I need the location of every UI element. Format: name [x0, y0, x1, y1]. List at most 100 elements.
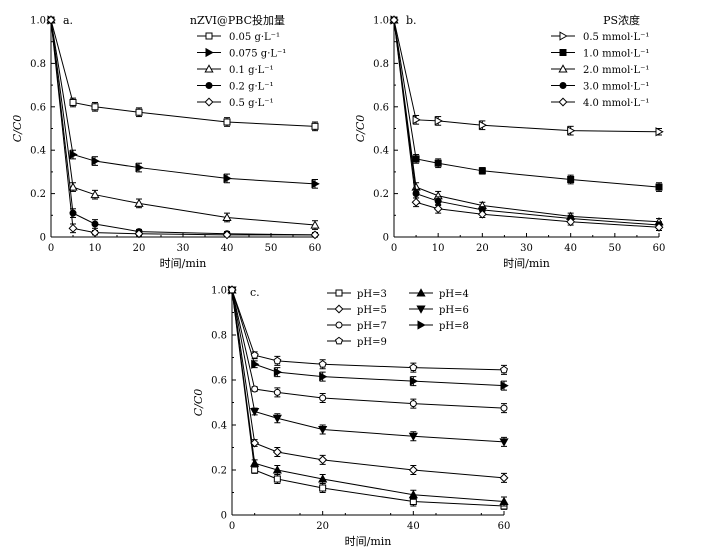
series-line — [393, 19, 660, 223]
y-tick-label: 1.0 — [30, 16, 46, 27]
x-tick-label: 10 — [432, 243, 445, 254]
legend-label: 4.0 mmol·L⁻¹ — [583, 98, 649, 109]
x-tick-label: 20 — [316, 521, 329, 532]
data-point — [135, 108, 143, 116]
legend-label: 0.5 g·L⁻¹ — [229, 98, 274, 109]
legend-entry: pH=9 — [327, 336, 387, 348]
legend-label: pH=4 — [439, 289, 469, 300]
legend-label: 0.2 g·L⁻¹ — [229, 82, 274, 93]
x-tick-label: 60 — [498, 521, 511, 532]
data-point — [319, 484, 327, 492]
data-point — [272, 465, 282, 474]
y-tick-label: 0.6 — [211, 376, 227, 387]
legend-entry: 0.2 g·L⁻¹ — [197, 82, 274, 93]
data-point — [69, 98, 77, 106]
data-point — [318, 455, 328, 465]
data-point — [655, 127, 664, 137]
x-tick-label: 60 — [653, 243, 666, 254]
y-tick-label: 0.8 — [30, 59, 46, 70]
panel-label: b. — [406, 14, 417, 27]
data-point — [412, 190, 420, 198]
data-point — [227, 285, 237, 294]
data-point — [409, 363, 418, 372]
x-tick-label: 20 — [476, 243, 489, 254]
data-point — [272, 414, 282, 424]
data-point — [250, 438, 260, 448]
legend-marker — [335, 321, 343, 329]
data-point — [499, 365, 509, 374]
data-point — [310, 220, 320, 229]
data-point — [251, 359, 260, 369]
data-point — [46, 15, 56, 25]
x-tick-label: 0 — [229, 521, 235, 532]
legend-marker — [559, 49, 567, 56]
data-point — [412, 115, 421, 125]
legend-marker — [335, 289, 343, 297]
data-point — [223, 173, 232, 184]
y-tick-label: 0.4 — [373, 146, 389, 157]
data-point — [223, 118, 231, 126]
x-tick-label: 30 — [177, 243, 190, 254]
data-point — [134, 229, 144, 239]
y-tick-label: 0.8 — [373, 59, 389, 70]
x-axis-label: 时间/min — [160, 257, 207, 270]
legend-entry: pH=5 — [327, 304, 387, 316]
x-tick-label: 10 — [89, 243, 102, 254]
series-5 — [46, 15, 320, 240]
data-point — [433, 204, 443, 214]
x-tick-label: 20 — [133, 243, 146, 254]
legend-marker — [558, 97, 568, 107]
legend-label: 3.0 mmol·L⁻¹ — [583, 82, 649, 93]
series-line — [393, 19, 660, 188]
series-line — [231, 289, 505, 502]
x-tick-label: 30 — [520, 243, 533, 254]
data-point — [68, 223, 78, 233]
series-2 — [227, 285, 509, 507]
data-point — [477, 209, 487, 219]
series-7 — [227, 285, 509, 375]
series-line — [50, 19, 316, 226]
data-point — [250, 351, 259, 359]
series-1 — [390, 15, 664, 137]
y-tick-label: 0.6 — [373, 102, 389, 113]
legend-marker — [204, 97, 214, 107]
legend-entry: 0.5 mmol·L⁻¹ — [551, 31, 649, 43]
legend-entry: 2.0 mmol·L⁻¹ — [551, 64, 649, 76]
series-line — [393, 19, 660, 226]
legend-marker — [205, 47, 214, 58]
legend-title: PS浓度 — [603, 13, 640, 27]
y-tick-label: 0.4 — [30, 146, 46, 157]
data-point — [318, 360, 327, 368]
legend-label: 1.0 mmol·L⁻¹ — [583, 49, 649, 60]
x-tick-label: 0 — [48, 243, 54, 254]
data-point — [318, 474, 328, 483]
legend-label: 0.1 g·L⁻¹ — [229, 65, 274, 76]
legend-marker — [334, 336, 344, 345]
data-point — [408, 489, 418, 499]
legend-label: pH=5 — [357, 305, 387, 316]
y-tick-label: 0.2 — [30, 189, 46, 200]
legend-marker — [559, 31, 568, 41]
series-line — [231, 289, 505, 409]
y-tick-label: 1.0 — [211, 286, 227, 297]
data-point — [408, 465, 418, 475]
data-point — [273, 367, 283, 377]
legend-entry: pH=6 — [409, 305, 469, 316]
data-point — [500, 381, 509, 391]
data-point — [273, 388, 281, 396]
legend: nZVI@PBC投加量 0.05 g·L⁻¹ 0.075 g·L⁻¹ 0.1 g·L⁻… — [190, 13, 286, 109]
legend-title: nZVI@PBC投加量 — [190, 13, 285, 27]
legend-entry: 1.0 mmol·L⁻¹ — [551, 49, 649, 60]
data-point — [566, 217, 576, 227]
data-point — [272, 447, 282, 457]
legend-marker — [204, 64, 214, 73]
series-line — [231, 289, 505, 479]
legend-entry: pH=4 — [409, 288, 469, 300]
x-tick-label: 50 — [265, 243, 278, 254]
series-2 — [47, 15, 320, 189]
data-point — [409, 400, 417, 408]
legend-entry: 0.5 g·L⁻¹ — [197, 97, 274, 109]
series-line — [393, 19, 660, 133]
legend-label: pH=3 — [357, 289, 387, 300]
series-line — [393, 19, 660, 228]
